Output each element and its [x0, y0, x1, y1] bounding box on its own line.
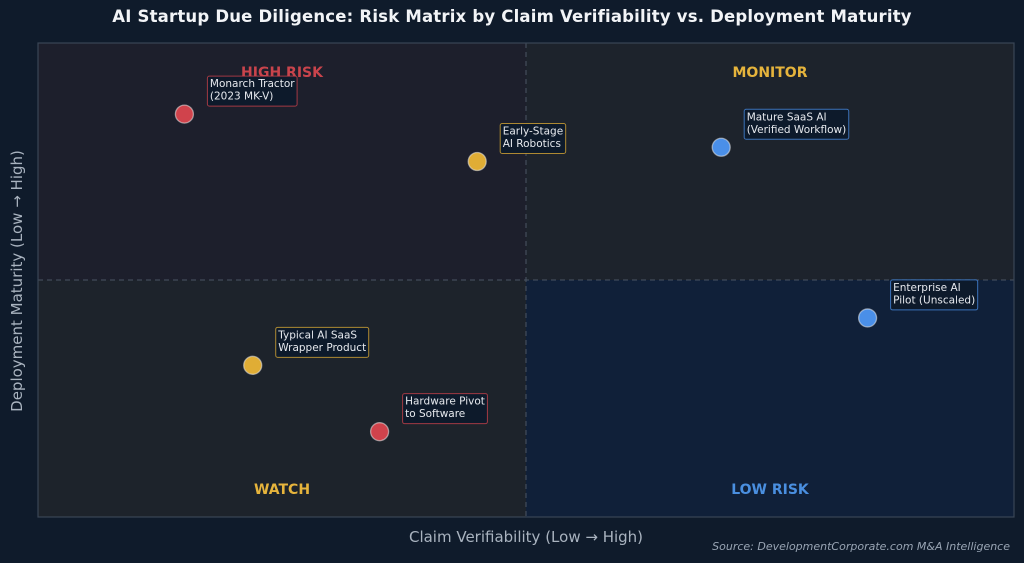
data-point[interactable] [243, 355, 263, 375]
data-point[interactable] [369, 422, 390, 442]
quadrant-label-watch: WATCH [254, 482, 310, 498]
quadrant-low-risk [526, 280, 1014, 517]
data-point[interactable] [857, 308, 878, 328]
annotation-text: (2023 MK-V) [210, 91, 273, 103]
data-point[interactable] [467, 151, 487, 172]
annotation-text: Enterprise AI [893, 282, 961, 294]
annotation-box [206, 75, 298, 107]
quadrant-label-low-risk: LOW RISK [731, 482, 810, 498]
quadrant-label-monitor: MONITOR [733, 65, 808, 81]
quadrant-monitor [526, 43, 1014, 280]
annotation-text: (Verified Workflow) [747, 124, 847, 136]
annotation-box [743, 108, 850, 140]
y-axis-label: Deployment Maturity (Low → High) [8, 150, 26, 412]
annotation-text: Pilot (Unscaled) [893, 294, 975, 306]
point-annotation: Monarch Tractor(2023 MK-V) [206, 75, 298, 107]
annotation-text: Typical AI SaaS [277, 329, 357, 341]
plot-frame [37, 42, 1015, 518]
annotation-text: Early-Stage [503, 126, 563, 138]
annotation-text: to Software [405, 408, 465, 420]
chart-title: AI Startup Due Diligence: Risk Matrix by… [112, 7, 912, 26]
annotation-text: Monarch Tractor [210, 78, 295, 90]
annotation-text: AI Robotics [503, 138, 561, 150]
x-axis-label: Claim Verifiability (Low → High) [409, 528, 643, 546]
annotation-box [275, 326, 370, 358]
source-note: Source: DevelopmentCorporate.com M&A Int… [712, 540, 1010, 553]
annotation-box [890, 279, 979, 311]
data-point[interactable] [711, 137, 731, 157]
annotation-box [402, 393, 488, 425]
annotation-text: Wrapper Product [278, 342, 366, 354]
data-point[interactable] [174, 104, 195, 124]
annotation-text: Mature SaaS AI [747, 111, 827, 123]
annotation-text: Hardware Pivot [405, 396, 485, 408]
point-annotation: Mature SaaS AI(Verified Workflow) [743, 108, 850, 140]
annotation-box [499, 123, 567, 154]
